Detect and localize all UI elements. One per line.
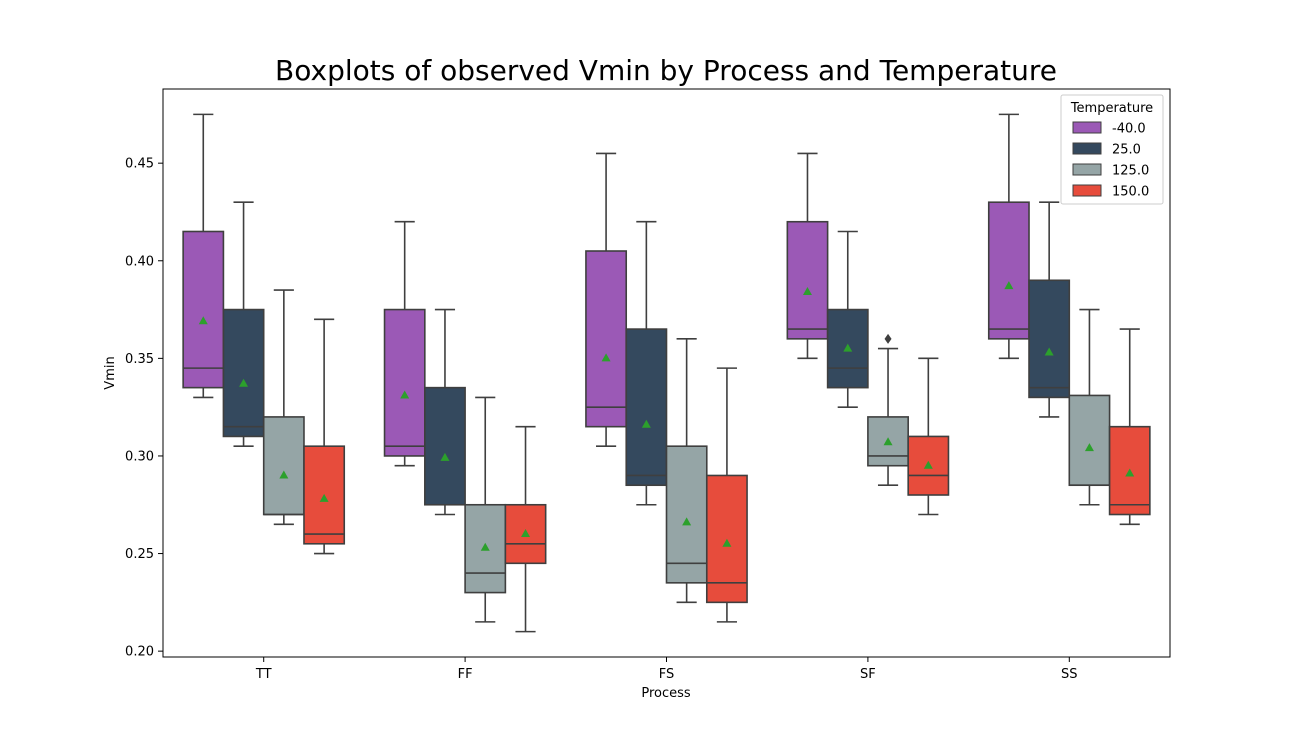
box-SF-150.0 <box>907 357 950 516</box>
box-body <box>262 416 305 516</box>
box-body <box>867 416 909 467</box>
mean-marker <box>641 419 651 428</box>
legend-label--40.0: -40.0 <box>1112 122 1146 137</box>
mean-marker <box>722 538 732 547</box>
legend-swatch-25.0 <box>1072 142 1102 155</box>
box-FF-125.0 <box>464 396 507 623</box>
box-SS-150.0 <box>1108 328 1151 526</box>
x-axis-label: Process <box>641 686 691 701</box>
mean-marker <box>843 343 853 352</box>
mean-marker <box>400 390 410 399</box>
box-body <box>424 386 466 506</box>
mean-marker <box>601 353 611 362</box>
x-tick-label: TT <box>255 667 272 682</box>
y-tick-label: 0.40 <box>125 254 154 269</box>
y-tick-label: 0.30 <box>125 449 154 464</box>
plot-area <box>182 113 1151 633</box>
mean-marker <box>883 437 893 446</box>
mean-marker <box>279 470 289 479</box>
y-tick-label: 0.45 <box>125 157 154 172</box>
box-body <box>1068 394 1111 487</box>
y-tick-label: 0.20 <box>125 645 154 660</box>
y-axis-label: Vmin <box>103 356 118 389</box>
mean-marker <box>1004 281 1014 290</box>
box-FS-150.0 <box>705 367 748 623</box>
box-TT-150.0 <box>303 318 346 555</box>
box-TT-125.0 <box>262 289 305 526</box>
box-FF-150.0 <box>504 425 547 633</box>
mean-marker <box>239 378 249 387</box>
box-body <box>786 220 829 340</box>
box-body <box>182 230 225 389</box>
mean-marker <box>440 452 450 461</box>
legend-swatch--40.0 <box>1072 121 1102 134</box>
y-tick-label: 0.35 <box>125 352 154 367</box>
box-body <box>665 445 708 584</box>
x-tick-label: FS <box>659 667 675 682</box>
box-SS-125.0 <box>1068 308 1111 506</box>
box-body <box>383 308 426 457</box>
legend: Temperature -40.0 25.0 125.0 150.0 <box>1060 94 1164 205</box>
box-SF-125.0 <box>867 333 909 487</box>
legend-label-25.0: 25.0 <box>1112 143 1141 158</box>
mean-marker <box>198 316 208 325</box>
box-TT--40.0 <box>182 113 225 399</box>
chart-title: Boxplots of observed Vmin by Process and… <box>275 54 1057 87</box>
legend-swatch-150.0 <box>1072 184 1102 197</box>
mean-marker <box>1044 347 1054 356</box>
x-tick-label: FF <box>458 667 473 682</box>
mean-marker <box>682 517 692 526</box>
box-body <box>585 250 628 428</box>
mean-marker <box>1084 443 1094 452</box>
mean-marker <box>521 529 531 538</box>
box-body <box>222 308 265 438</box>
box-SS-25.0 <box>1028 201 1071 418</box>
mean-marker <box>480 542 490 551</box>
box-body <box>625 328 668 487</box>
legend-swatch-125.0 <box>1072 163 1102 176</box>
box-FS-125.0 <box>665 338 708 604</box>
box-TT-25.0 <box>222 201 265 447</box>
y-axis: 0.20 0.25 0.30 0.35 0.40 0.45 <box>125 157 163 660</box>
mean-marker <box>923 460 933 469</box>
y-tick-label: 0.25 <box>125 547 154 562</box>
mean-marker <box>1125 468 1135 477</box>
x-tick-label: SS <box>1061 667 1078 682</box>
legend-title: Temperature <box>1070 101 1153 116</box>
box-FS--40.0 <box>585 152 628 447</box>
x-tick-label: SF <box>860 667 876 682</box>
mean-marker <box>319 493 329 502</box>
legend-label-150.0: 150.0 <box>1112 185 1149 200</box>
box-FS-25.0 <box>625 220 668 506</box>
box-SF--40.0 <box>786 152 829 360</box>
box-FF-25.0 <box>424 308 466 516</box>
legend-label-125.0: 125.0 <box>1112 164 1149 179</box>
box-FF--40.0 <box>383 220 426 467</box>
box-body <box>987 201 1030 340</box>
x-axis: TT FF FS SF SS <box>255 657 1078 682</box>
box-SF-25.0 <box>826 230 869 408</box>
mean-marker <box>802 286 812 295</box>
box-body <box>1028 279 1071 399</box>
outlier-point <box>884 333 892 344</box>
box-SS--40.0 <box>987 113 1030 360</box>
